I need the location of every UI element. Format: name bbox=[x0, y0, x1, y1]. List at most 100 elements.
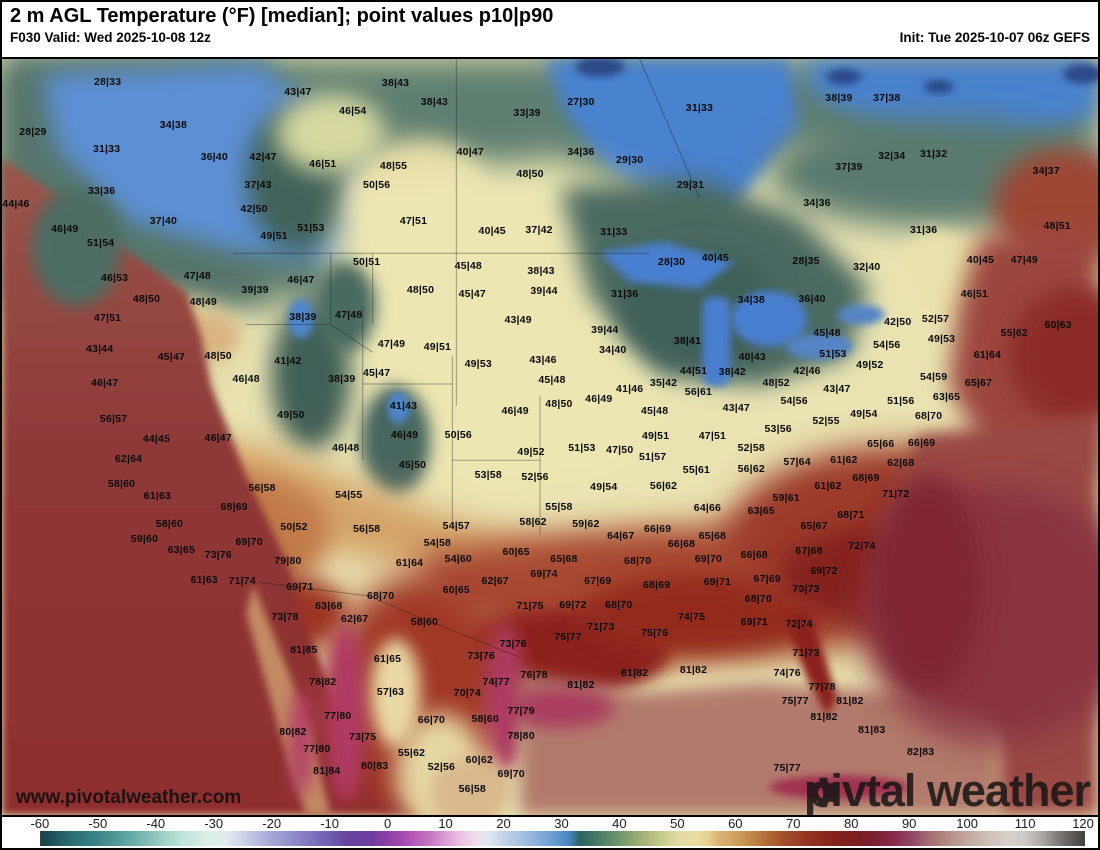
point-value: 34|36 bbox=[567, 146, 595, 159]
point-value: 31|36 bbox=[611, 287, 639, 300]
point-value: 42|47 bbox=[249, 151, 277, 164]
point-value: 78|80 bbox=[507, 729, 535, 742]
cuba-region bbox=[769, 775, 909, 800]
point-value: 36|40 bbox=[200, 151, 228, 164]
point-value: 52|56 bbox=[521, 471, 549, 484]
point-value: 61|63 bbox=[143, 489, 172, 502]
point-value: 69|71 bbox=[740, 615, 768, 628]
point-value: 52|56 bbox=[427, 761, 456, 774]
point-value: 39|44 bbox=[591, 324, 619, 337]
point-value: 77|80 bbox=[324, 709, 352, 722]
point-value: 81|85 bbox=[290, 643, 318, 656]
political-borders bbox=[233, 59, 700, 658]
point-value: 58|60 bbox=[410, 615, 439, 628]
point-value: 69|74 bbox=[530, 568, 558, 581]
point-value: 46|47 bbox=[90, 377, 119, 389]
point-value: 69|72 bbox=[559, 598, 587, 611]
mexico-east-coast-hot bbox=[485, 623, 526, 773]
point-value: 38|39 bbox=[825, 91, 853, 104]
point-value: 56|58 bbox=[248, 482, 276, 495]
point-value: 69|70 bbox=[694, 553, 723, 566]
point-value: 50|56 bbox=[362, 178, 391, 191]
point-value: 47|51 bbox=[698, 429, 727, 442]
point-value: 65|67 bbox=[964, 377, 993, 389]
point-value: 67|68 bbox=[795, 545, 823, 558]
point-value: 59|62 bbox=[572, 517, 600, 530]
point-value: 59|61 bbox=[772, 491, 800, 504]
point-value: 38|39 bbox=[328, 373, 356, 386]
point-value: 55|61 bbox=[682, 464, 711, 477]
point-value: 46|51 bbox=[309, 158, 337, 171]
point-value: 54|55 bbox=[335, 488, 363, 501]
point-value: 45|50 bbox=[398, 459, 427, 472]
gulf-coast-fringe bbox=[505, 688, 615, 728]
point-value: 48|55 bbox=[379, 160, 408, 172]
point-value: 48|50 bbox=[545, 397, 573, 410]
point-value: 54|56 bbox=[873, 339, 901, 352]
point-value: 40|45 bbox=[701, 252, 730, 265]
point-value: 37|42 bbox=[525, 224, 553, 237]
point-value: 38|42 bbox=[718, 366, 746, 379]
chihuahua-highlands-mild bbox=[370, 638, 421, 748]
colorbar-tick-label: -40 bbox=[146, 816, 166, 831]
point-value: 40|43 bbox=[738, 351, 766, 364]
colorbar-tick-label: -50 bbox=[88, 816, 108, 831]
point-value: 31|32 bbox=[919, 148, 948, 161]
point-value: 55|62 bbox=[397, 746, 426, 759]
point-value: 76|78 bbox=[520, 669, 548, 682]
point-value: 64|67 bbox=[607, 529, 635, 542]
point-value: 43|46 bbox=[529, 354, 557, 367]
logo-text-part2: tal weather bbox=[865, 765, 1091, 816]
point-value: 63|65 bbox=[932, 390, 961, 403]
point-value: 47|50 bbox=[606, 444, 634, 457]
point-value: 48|50 bbox=[516, 167, 544, 180]
point-value: 49|52 bbox=[517, 446, 545, 459]
point-value: 37|40 bbox=[149, 215, 178, 228]
point-value: 39|44 bbox=[530, 284, 558, 297]
point-value: 51|54 bbox=[86, 237, 115, 250]
point-value: 54|60 bbox=[444, 553, 472, 566]
point-value: 45|48 bbox=[454, 260, 482, 273]
warm-core bbox=[1008, 286, 1098, 426]
point-value: 51|53 bbox=[568, 442, 596, 455]
init-time-label: Init: Tue 2025-10-07 06z GEFS bbox=[899, 30, 1090, 45]
point-value: 58|60 bbox=[471, 712, 499, 725]
point-value: 77|78 bbox=[808, 681, 836, 694]
colorbar-tick-label: 120 bbox=[1072, 816, 1094, 831]
point-value: 49|51 bbox=[423, 341, 452, 354]
point-value: 61|63 bbox=[190, 574, 218, 587]
point-value: 27|30 bbox=[567, 95, 595, 108]
point-value: 40|47 bbox=[456, 146, 484, 159]
point-value: 67|69 bbox=[584, 575, 612, 588]
point-value: 71|73 bbox=[587, 620, 615, 633]
point-value: 66|70 bbox=[417, 713, 446, 726]
point-value: 65|67 bbox=[800, 519, 828, 532]
rockies-cold bbox=[315, 262, 376, 352]
point-value: 61|64 bbox=[395, 557, 424, 570]
temperature-map: 28|33 43|47 46|54 28|29 34|38 31|33 36|40 42|47… bbox=[2, 57, 1098, 817]
plateau-tan bbox=[430, 757, 511, 815]
colorbar-tick-label: 10 bbox=[438, 816, 453, 831]
point-value: 69|71 bbox=[286, 581, 314, 594]
colorbar-tick-label: -20 bbox=[262, 816, 282, 831]
colorbar-gradient bbox=[39, 831, 1086, 846]
point-value: 69|72 bbox=[810, 565, 838, 578]
point-value: 42|50 bbox=[240, 202, 268, 215]
point-value: 49|53 bbox=[927, 333, 956, 346]
lake-huron bbox=[731, 290, 808, 347]
point-value: 34|37 bbox=[1032, 164, 1060, 177]
point-value: 49|51 bbox=[641, 429, 670, 442]
point-value: 71|73 bbox=[792, 647, 820, 660]
gulf-stream-band bbox=[873, 475, 984, 694]
point-value: 62|67 bbox=[481, 575, 509, 588]
point-value: 77|80 bbox=[303, 742, 331, 755]
lake-ontario bbox=[836, 304, 885, 325]
point-value: 47|49 bbox=[377, 338, 406, 351]
point-value: 37|39 bbox=[835, 161, 863, 173]
point-value: 75|76 bbox=[640, 626, 669, 639]
point-value: 46|49 bbox=[390, 428, 419, 441]
point-value: 38|41 bbox=[673, 335, 702, 348]
point-value: 40|45 bbox=[478, 225, 506, 238]
valid-time-label: F030 Valid: Wed 2025-10-08 12z bbox=[10, 30, 211, 45]
